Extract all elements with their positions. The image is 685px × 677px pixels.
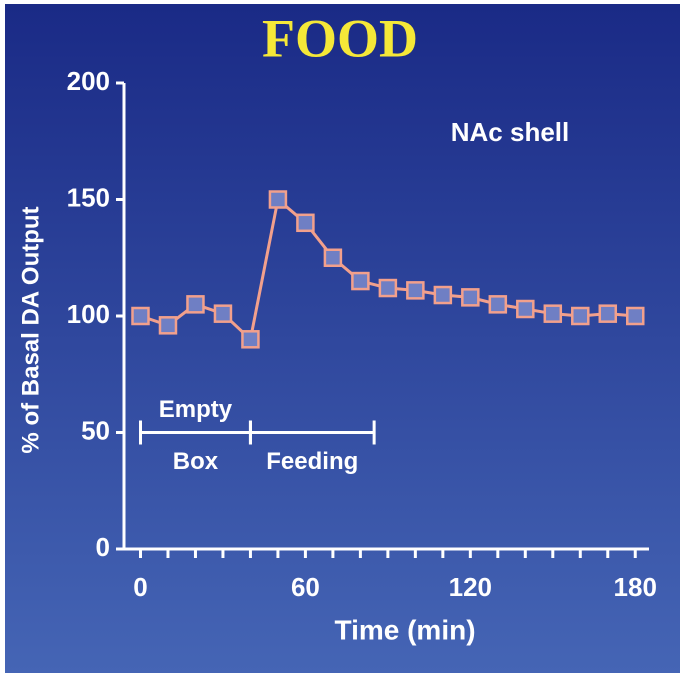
marker	[268, 190, 288, 209]
marker	[433, 285, 453, 305]
annotation: NAc shell	[451, 117, 570, 147]
marker	[543, 304, 563, 323]
y-tick-label: 50	[81, 415, 110, 445]
period-label: Feeding	[266, 448, 358, 475]
period-label: Empty	[159, 396, 233, 423]
marker	[516, 299, 535, 319]
marker	[626, 306, 645, 326]
marker	[378, 278, 398, 298]
x-tick-label: 0	[133, 572, 147, 602]
marker	[488, 295, 508, 314]
marker	[296, 213, 315, 233]
y-axis-label: % of Basal DA Output	[17, 206, 44, 453]
x-tick-label: 180	[614, 572, 657, 602]
marker	[323, 248, 343, 267]
x-tick-label: 60	[291, 572, 320, 602]
marker	[406, 281, 425, 300]
y-tick-label: 0	[96, 532, 110, 562]
marker	[571, 306, 590, 326]
y-tick-label: 100	[67, 299, 110, 329]
chart-title: FOOD	[262, 8, 418, 68]
period-label: Box	[173, 448, 219, 475]
y-tick-label: 150	[67, 182, 110, 212]
marker	[186, 295, 205, 314]
x-tick-label: 120	[449, 572, 492, 602]
y-tick-label: 200	[67, 66, 110, 96]
background	[5, 4, 680, 673]
marker	[213, 304, 233, 323]
marker	[241, 330, 260, 349]
x-axis-label: Time (min)	[334, 614, 475, 645]
marker	[461, 288, 480, 307]
marker	[131, 306, 150, 326]
marker	[351, 271, 370, 291]
marker	[158, 316, 178, 335]
marker	[598, 304, 618, 323]
